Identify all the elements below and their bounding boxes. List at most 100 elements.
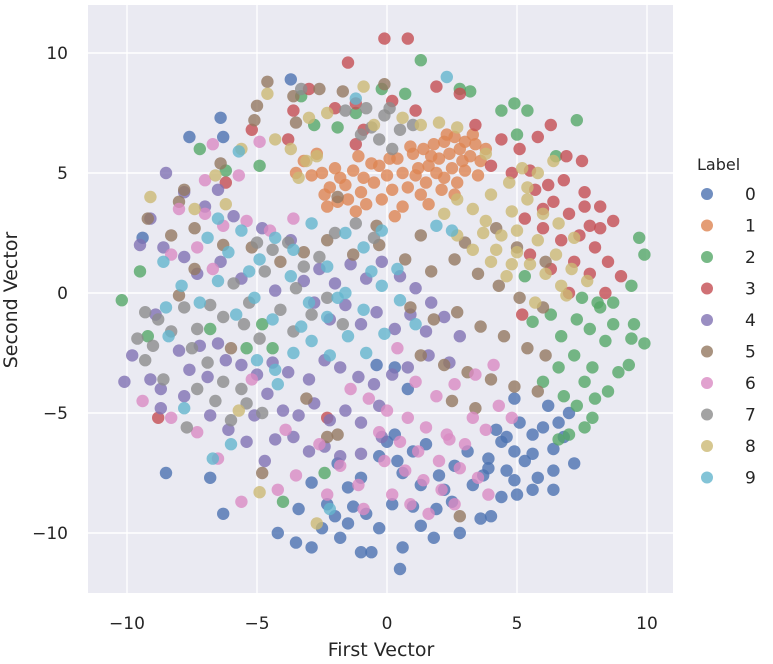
- data-point: [445, 162, 459, 175]
- data-point: [552, 217, 565, 230]
- data-point: [261, 75, 274, 89]
- data-point: [370, 306, 383, 319]
- data-point: [536, 207, 550, 220]
- data-point: [328, 162, 342, 175]
- data-point: [508, 445, 521, 458]
- data-point: [211, 337, 225, 350]
- data-point: [531, 130, 544, 144]
- data-point: [144, 373, 157, 386]
- data-point: [425, 265, 438, 278]
- data-point: [625, 332, 638, 345]
- data-point: [313, 250, 326, 264]
- data-point: [409, 318, 422, 331]
- data-point: [289, 282, 303, 295]
- data-point: [383, 152, 396, 165]
- data-point: [578, 186, 591, 199]
- data-point: [425, 150, 438, 163]
- data-point: [508, 474, 521, 487]
- data-point: [287, 430, 300, 444]
- data-point: [510, 246, 524, 259]
- data-point: [256, 318, 269, 331]
- data-point: [146, 339, 160, 352]
- data-point: [555, 234, 568, 247]
- data-point: [601, 255, 615, 268]
- data-point: [482, 488, 495, 501]
- data-point: [393, 294, 407, 307]
- data-point: [448, 378, 461, 391]
- data-point: [438, 207, 451, 220]
- data-point: [378, 78, 391, 91]
- data-point: [305, 217, 318, 230]
- data-point: [349, 92, 362, 105]
- data-point: [133, 238, 147, 252]
- data-point: [139, 306, 152, 319]
- data-point: [422, 159, 435, 172]
- data-point: [183, 130, 196, 144]
- data-point: [471, 267, 485, 280]
- data-point: [396, 541, 409, 554]
- data-point: [336, 85, 349, 98]
- data-point: [594, 200, 607, 213]
- data-point: [419, 325, 433, 338]
- data-point: [552, 361, 565, 374]
- data-point: [349, 205, 362, 218]
- data-point: [339, 404, 352, 417]
- data-point: [219, 176, 232, 189]
- data-point: [570, 114, 583, 127]
- data-point: [505, 411, 518, 424]
- data-point: [375, 279, 388, 292]
- data-point: [378, 454, 391, 468]
- legend-label: 3: [745, 280, 756, 300]
- data-point: [334, 171, 347, 184]
- data-point: [490, 423, 503, 436]
- data-point: [321, 200, 334, 213]
- data-point: [193, 142, 206, 156]
- data-point: [144, 190, 157, 204]
- data-point: [495, 435, 508, 448]
- data-point: [250, 354, 264, 367]
- legend-marker: [701, 251, 713, 263]
- data-point: [206, 262, 219, 276]
- data-point: [505, 258, 518, 271]
- data-point: [521, 181, 534, 194]
- data-point: [399, 87, 412, 101]
- data-point: [505, 166, 518, 180]
- data-point: [310, 517, 323, 530]
- data-point: [365, 265, 378, 278]
- data-point: [266, 313, 279, 326]
- data-point: [484, 255, 498, 268]
- data-point: [388, 210, 401, 223]
- data-point: [445, 394, 459, 408]
- data-point: [383, 102, 396, 115]
- data-point: [261, 387, 274, 400]
- data-point: [131, 332, 144, 345]
- data-point: [367, 118, 381, 132]
- data-point: [230, 308, 243, 321]
- data-point: [237, 318, 251, 331]
- data-point: [479, 147, 492, 160]
- y-tick-label: −5: [43, 404, 68, 424]
- data-point: [209, 169, 222, 182]
- data-point: [152, 313, 165, 326]
- data-point: [536, 222, 550, 235]
- data-point: [409, 282, 422, 295]
- data-point: [357, 303, 370, 316]
- data-point: [544, 118, 557, 132]
- data-point: [289, 116, 303, 129]
- data-point: [305, 541, 318, 554]
- data-point: [305, 308, 318, 321]
- data-point: [432, 116, 446, 129]
- data-point: [201, 231, 214, 244]
- data-point: [393, 562, 407, 576]
- series-8: [144, 80, 594, 530]
- data-point: [284, 142, 297, 156]
- data-point: [248, 114, 261, 127]
- data-point: [282, 366, 295, 379]
- data-point: [235, 224, 248, 237]
- data-point: [287, 212, 300, 225]
- x-tick-label: −5: [244, 614, 269, 634]
- legend-marker: [701, 345, 713, 358]
- data-point: [253, 332, 266, 345]
- data-point: [526, 315, 539, 328]
